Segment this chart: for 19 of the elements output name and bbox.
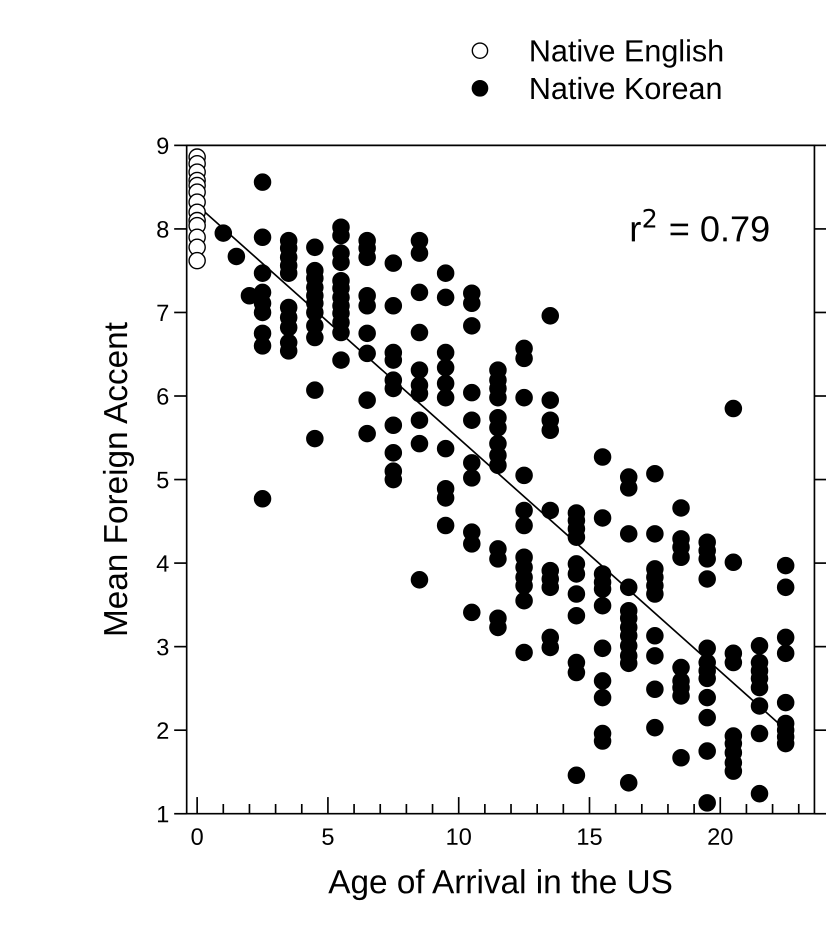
y-tick-label: 3 — [157, 638, 168, 656]
x-tick-label: 10 — [447, 828, 471, 845]
y-tick-label: 8 — [157, 220, 168, 238]
y-tick-label: 2 — [157, 722, 168, 739]
y-tick-label: 4 — [156, 555, 169, 572]
x-tick-label: 0 — [191, 828, 203, 845]
y-tick-label: 6 — [157, 388, 168, 405]
x-tick-label: 15 — [578, 828, 602, 845]
y-axis-title: Mean Foreign Accent — [102, 322, 134, 634]
y-tick-label: 9 — [157, 137, 168, 154]
x-axis-title: Age of Arrival in the US — [328, 869, 672, 900]
legend-label: Native Korean — [531, 76, 720, 100]
y-tick-label: 5 — [157, 472, 168, 488]
annotation: r$^{2}$ = 0.79 — [632, 208, 768, 242]
x-tick-label: 5 — [322, 828, 334, 845]
x-tick-label: 20 — [708, 828, 732, 845]
y-tick-label: 1 — [158, 806, 168, 822]
legend-label: Native English — [531, 39, 722, 68]
y-tick-label: 7 — [157, 304, 168, 322]
